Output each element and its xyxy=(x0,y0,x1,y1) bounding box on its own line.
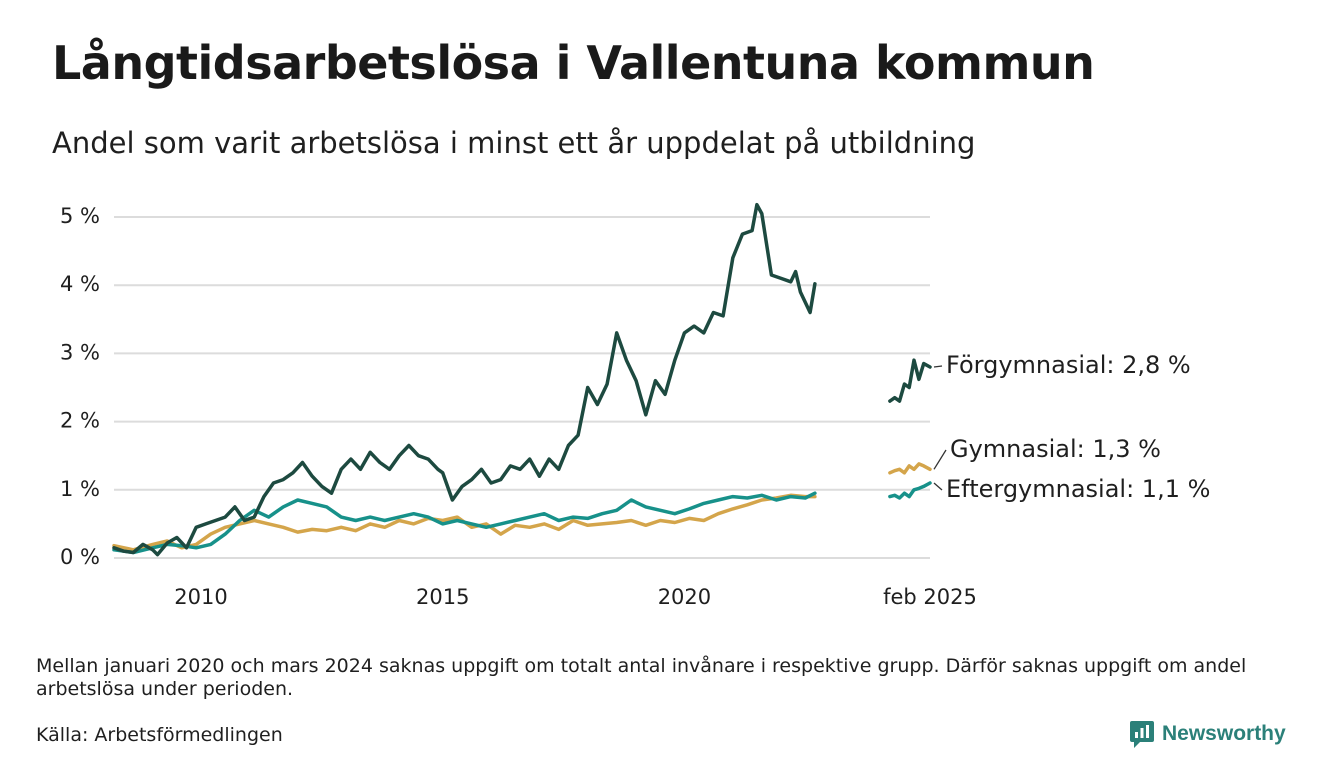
series-line-förgymnasial xyxy=(112,202,817,557)
series-line-förgymnasial xyxy=(888,358,932,403)
series-lines xyxy=(112,202,932,557)
newsworthy-logo: Newsworthy xyxy=(1129,718,1286,750)
x-tick-label: 2020 xyxy=(658,585,711,609)
y-tick-label: 1 % xyxy=(60,477,100,501)
x-tick-label: 2015 xyxy=(416,585,469,609)
x-tick-label: 2010 xyxy=(174,585,227,609)
chart-title: Långtidsarbetslösa i Vallentuna kommun xyxy=(52,36,1095,90)
label-leader-line xyxy=(933,449,947,470)
label-leader-line xyxy=(933,482,943,491)
series-line-eftergymnasial xyxy=(112,491,817,555)
series-line-eftergymnasial xyxy=(888,481,932,500)
newsworthy-logo-icon xyxy=(1130,721,1154,748)
series-line-gymnasial xyxy=(888,462,932,475)
line-chart: 0 %1 %2 %3 %4 %5 % 2010 2015 2020 feb 2025 … xyxy=(60,202,1210,609)
x-tick-label: feb 2025 xyxy=(883,585,977,609)
label-leader-line xyxy=(933,365,943,368)
brand-name: Newsworthy xyxy=(1162,722,1286,745)
source-note: Källa: Arbetsförmedlingen xyxy=(36,724,283,746)
y-tick-label: 5 % xyxy=(60,204,100,228)
y-tick-label: 0 % xyxy=(60,545,100,569)
x-axis-ticks: 2010 2015 2020 feb 2025 xyxy=(174,585,977,609)
footnote: Mellan januari 2020 och mars 2024 saknas… xyxy=(36,655,1247,700)
series-end-labels: Förgymnasial: 2,8 % Gymnasial: 1,3 % Efter… xyxy=(933,351,1210,503)
chart-subtitle: Andel som varit arbetslösa i minst ett å… xyxy=(52,126,976,160)
series-label-gymnasial: Gymnasial: 1,3 % xyxy=(950,435,1161,463)
series-label-förgymnasial: Förgymnasial: 2,8 % xyxy=(946,351,1191,379)
y-tick-label: 3 % xyxy=(60,340,100,364)
series-line-gymnasial xyxy=(112,493,817,552)
y-axis-ticks: 0 % 1 % 2 % 3 % 4 % 5 % xyxy=(60,204,100,569)
y-tick-label: 2 % xyxy=(60,409,100,433)
y-tick-label: 4 % xyxy=(60,272,100,296)
series-label-eftergymnasial: Eftergymnasial: 1,1 % xyxy=(946,475,1210,503)
gridlines xyxy=(114,216,930,559)
